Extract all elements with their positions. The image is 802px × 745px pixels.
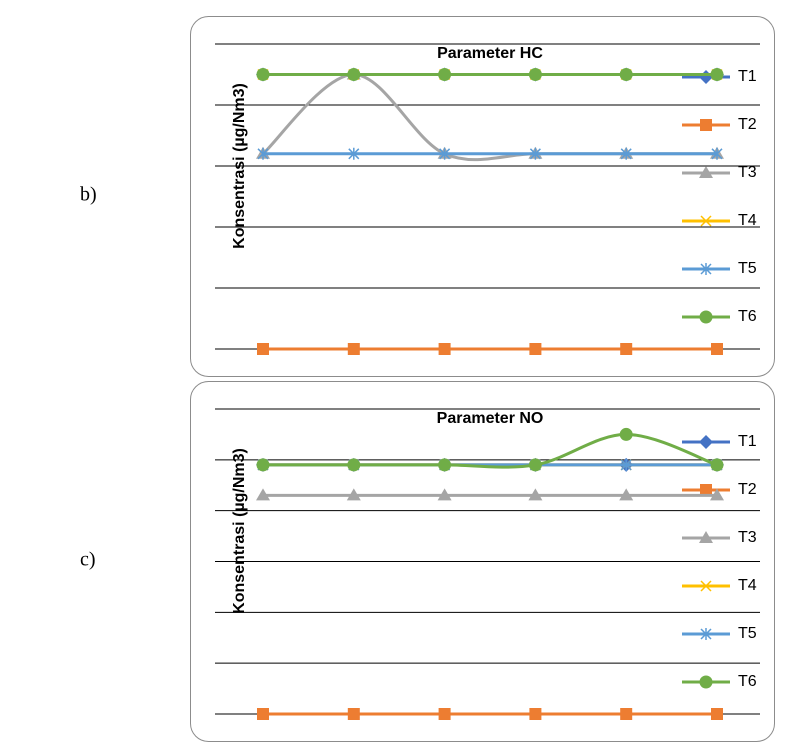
data-point [528, 68, 542, 81]
data-point [620, 458, 632, 471]
data-point [711, 147, 723, 160]
data-point [711, 343, 723, 355]
data-point [711, 708, 723, 720]
data-point [347, 343, 360, 355]
legend-marker [699, 166, 713, 178]
data-point [438, 458, 452, 472]
y-axis-label: Konsentrasi (µg/Nm3) [231, 448, 248, 614]
legend-marker [699, 435, 713, 449]
data-point [710, 68, 724, 81]
data-point [710, 488, 724, 501]
data-point [438, 68, 452, 81]
legend-label: T5 [738, 625, 757, 642]
legend-label: T1 [738, 433, 757, 450]
data-point [347, 68, 361, 81]
panel-label: c) [80, 549, 96, 571]
data-point [348, 147, 360, 160]
data-point [619, 488, 634, 501]
panel-label: b) [80, 184, 97, 206]
data-point [257, 147, 269, 160]
legend-label: T3 [738, 164, 757, 181]
chart-frame [190, 16, 775, 377]
data-point [710, 458, 724, 472]
data-point [257, 343, 269, 355]
legend-marker [700, 119, 712, 131]
legend-marker [699, 531, 713, 543]
data-point [620, 708, 633, 720]
data-point [256, 68, 270, 81]
data-point [346, 488, 361, 501]
data-point [257, 708, 269, 720]
legend-marker [700, 628, 712, 640]
y-axis-label: Konsentrasi (µg/Nm3) [231, 83, 248, 249]
legend-marker [699, 675, 713, 689]
data-point [256, 488, 270, 501]
legend-label: T4 [738, 212, 757, 229]
legend-label: T1 [738, 68, 757, 85]
data-point [437, 488, 452, 501]
chart-title: Parameter NO [437, 410, 544, 427]
data-point [529, 708, 542, 720]
legend-marker [700, 215, 712, 227]
legend-label: T5 [738, 260, 757, 277]
data-point [529, 147, 541, 160]
legend-label: T3 [738, 529, 757, 546]
legend-label: T2 [738, 481, 757, 498]
legend-label: T4 [738, 577, 757, 594]
series-line [263, 432, 718, 469]
data-point [619, 427, 633, 441]
data-point [347, 708, 360, 720]
data-point [256, 458, 270, 472]
legend-marker [699, 310, 713, 324]
chart-title: Parameter HC [437, 45, 543, 62]
data-point [528, 458, 542, 472]
legend-label: T6 [738, 673, 757, 690]
data-point [347, 458, 361, 472]
data-point [438, 343, 451, 355]
legend-label: T6 [738, 308, 757, 325]
data-point [620, 147, 632, 160]
data-point [620, 343, 633, 355]
data-point [528, 488, 543, 501]
legend-marker [700, 484, 712, 496]
legend-marker [700, 263, 712, 275]
data-point [439, 147, 451, 160]
data-point [529, 343, 542, 355]
data-point [438, 708, 451, 720]
data-point [619, 68, 633, 81]
legend-label: T2 [738, 116, 757, 133]
legend-marker [700, 580, 712, 592]
